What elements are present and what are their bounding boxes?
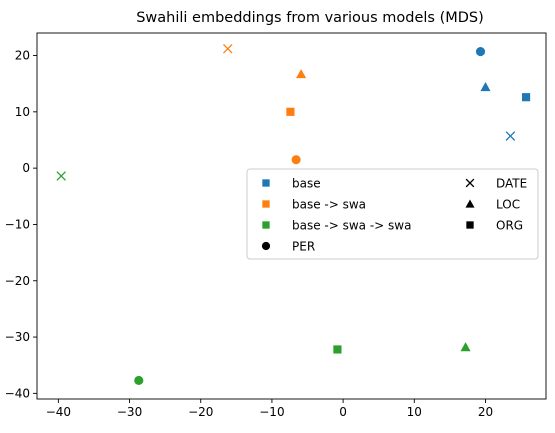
y-tick-label: 0: [22, 161, 30, 175]
x-tick-label: −20: [188, 405, 213, 419]
data-point-x: [223, 43, 233, 54]
legend-marker-square: [262, 179, 270, 187]
y-tick-label: −20: [5, 274, 30, 288]
data-point-triangle: [460, 342, 471, 352]
y-tick-label: 20: [15, 49, 30, 63]
legend-marker-square: [262, 200, 270, 208]
data-point-triangle: [480, 82, 491, 92]
data-point-square: [286, 107, 295, 116]
data-point-x: [505, 131, 516, 141]
legend-marker-square: [262, 221, 270, 229]
legend: base base -> swa base -> swa -> swa PER DATE…: [246, 168, 539, 260]
x-tick-label: 10: [407, 405, 422, 419]
data-point-x: [56, 171, 66, 181]
data-point-square: [333, 345, 342, 354]
axis-ticks: −40 −30 −20 −10 0 10 20 20 10 0 −10 −20 −30 −40: [5, 49, 493, 419]
plot-area: [36, 32, 547, 400]
legend-marker-x: [465, 178, 475, 188]
x-tick-label: −30: [117, 405, 142, 419]
legend-marker-circle: [261, 241, 271, 251]
y-tick-label: −10: [5, 217, 30, 231]
legend-label: PER: [292, 240, 315, 254]
legend-frame: [246, 168, 539, 260]
y-tick-label: 10: [15, 105, 30, 119]
data-point-triangle: [296, 69, 307, 79]
legend-label: base -> swa -> swa: [292, 219, 411, 233]
legend-label: ORG: [496, 219, 523, 233]
legend-marker-square: [466, 221, 474, 229]
data-point-circle: [134, 375, 144, 385]
y-tick-label: −30: [5, 330, 30, 344]
chart-title: Swahili embeddings from various models (…: [136, 10, 484, 26]
data-point-circle: [291, 155, 301, 165]
x-tick-label: −40: [46, 405, 71, 419]
legend-label: base -> swa: [292, 198, 366, 212]
legend-label: base: [292, 177, 321, 191]
legend-label: LOC: [496, 198, 520, 212]
x-tick-label: −10: [259, 405, 284, 419]
data-point-square: [521, 93, 531, 102]
x-tick-label: 20: [478, 405, 493, 419]
x-tick-label: 0: [339, 405, 347, 419]
data-point-circle: [475, 47, 486, 57]
legend-label: DATE: [496, 177, 527, 191]
y-tick-label: −40: [5, 386, 30, 400]
data-points: [56, 43, 531, 385]
legend-marker-triangle: [465, 199, 475, 208]
